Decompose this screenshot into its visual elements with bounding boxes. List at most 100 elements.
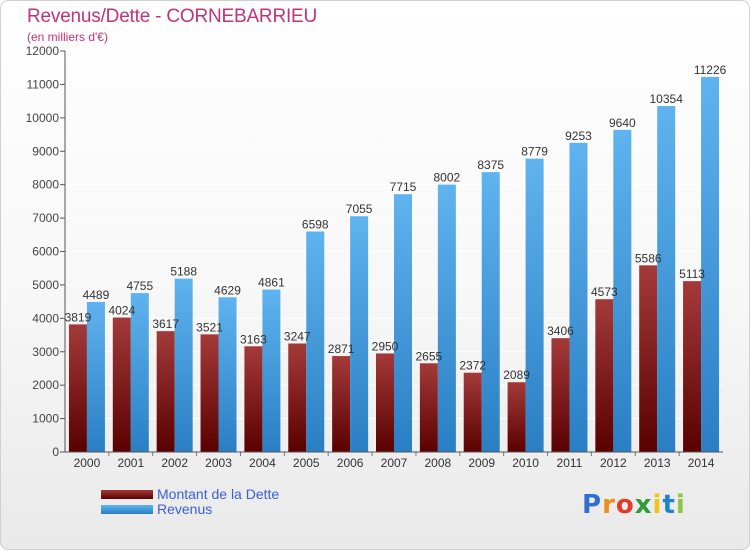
data-label-revenus: 11226 xyxy=(694,63,727,77)
bar-dette xyxy=(68,324,87,452)
bar-revenus xyxy=(657,106,676,452)
data-labels: 3819 4489 4024 4755 3617 5188 3521 4629 3163 4861… xyxy=(65,63,727,382)
data-label-revenus: 4861 xyxy=(258,276,285,290)
data-label-dette: 2950 xyxy=(372,339,399,353)
data-label-dette: 4573 xyxy=(591,285,618,299)
y-tick-label: 9000 xyxy=(32,144,59,158)
bar-revenus xyxy=(130,293,149,452)
y-tick-label: 0 xyxy=(52,445,59,459)
data-label-dette: 3819 xyxy=(65,310,92,324)
legend-label-debt: Montant de la Dette xyxy=(157,486,280,502)
y-tick-label: 7000 xyxy=(32,211,59,225)
x-tick-label: 2009 xyxy=(468,456,495,470)
x-tick-label: 2008 xyxy=(425,456,452,470)
y-tick-label: 2000 xyxy=(32,378,59,392)
x-tick-label: 2003 xyxy=(205,456,232,470)
data-label-dette: 2871 xyxy=(328,342,355,356)
data-label-dette: 3163 xyxy=(240,332,267,346)
data-label-revenus: 6598 xyxy=(302,218,329,232)
bar-dette xyxy=(332,356,351,452)
bar-dette xyxy=(112,317,131,452)
x-tick-label: 2006 xyxy=(337,456,364,470)
bar-dette xyxy=(551,338,570,452)
data-label-dette: 5586 xyxy=(635,251,662,265)
bar-dette xyxy=(244,346,263,452)
data-label-revenus: 9640 xyxy=(609,116,636,130)
proxiti-logo: Proxiti xyxy=(582,490,686,520)
x-axis: 2000 2001 2002 2003 2004 2005 2006 2007 2008 2009… xyxy=(65,451,723,470)
logo-letter: o xyxy=(615,490,635,520)
logo-letter: i xyxy=(652,490,663,520)
x-tick-label: 2004 xyxy=(249,456,276,470)
data-label-revenus: 10354 xyxy=(650,92,684,106)
x-tick-label: 2012 xyxy=(600,456,627,470)
bar-revenus xyxy=(218,297,237,452)
x-tick-label: 2011 xyxy=(557,456,583,470)
logo-letter: i xyxy=(675,490,686,520)
legend-swatch-revenus xyxy=(101,505,153,514)
bar-revenus xyxy=(86,301,105,452)
bar-revenus xyxy=(262,289,281,452)
data-label-dette: 3521 xyxy=(196,320,223,334)
logo-letter: t xyxy=(662,490,676,520)
data-label-dette: 5113 xyxy=(679,267,705,281)
x-tick-label: 2010 xyxy=(512,456,539,470)
legend-label-revenus: Revenus xyxy=(157,501,213,517)
y-tick-label: 12000 xyxy=(26,44,60,58)
data-label-dette: 2372 xyxy=(459,359,486,373)
chart-subtitle: (en milliers d'€) xyxy=(27,30,108,44)
data-label-dette: 4024 xyxy=(108,304,135,318)
bar-dette xyxy=(683,281,702,452)
data-label-dette: 2655 xyxy=(416,349,443,363)
bar-revenus xyxy=(525,158,544,453)
bar-revenus xyxy=(569,142,588,452)
data-label-dette: 3247 xyxy=(284,329,311,343)
data-label-revenus: 4489 xyxy=(83,288,110,302)
y-tick-label: 5000 xyxy=(32,278,59,292)
x-tick-label: 2001 xyxy=(117,456,144,470)
bar-dette xyxy=(200,334,219,452)
x-tick-label: 2013 xyxy=(644,456,671,470)
y-tick-label: 6000 xyxy=(32,245,59,259)
data-label-revenus: 8002 xyxy=(434,171,461,185)
bar-dette xyxy=(419,363,438,452)
y-tick-label: 4000 xyxy=(32,311,59,325)
bar-dette xyxy=(288,343,307,452)
x-tick-label: 2005 xyxy=(293,456,320,470)
x-tick-label: 2014 xyxy=(688,456,715,470)
data-label-dette: 2089 xyxy=(503,368,530,382)
bar-dette xyxy=(376,353,394,452)
bar-revenus xyxy=(701,76,720,452)
bar-dette xyxy=(463,372,482,452)
y-tick-label: 10000 xyxy=(26,111,60,125)
bar-revenus xyxy=(174,278,193,452)
y-tick-label: 3000 xyxy=(32,345,59,359)
data-label-dette: 3617 xyxy=(152,317,179,331)
bar-revenus xyxy=(481,172,500,452)
x-tick-label: 2007 xyxy=(381,456,408,470)
bar-revenus xyxy=(394,194,412,452)
data-label-revenus: 7715 xyxy=(390,180,417,194)
bar-dette xyxy=(507,382,526,452)
legend-item-debt: Montant de la Dette xyxy=(101,487,279,502)
y-tick-label: 8000 xyxy=(32,178,59,192)
x-tick-label: 2000 xyxy=(74,456,101,470)
legend: Montant de la Dette Revenus xyxy=(101,487,279,517)
data-label-revenus: 8375 xyxy=(477,158,504,172)
data-label-revenus: 9253 xyxy=(565,129,592,143)
bars xyxy=(68,76,720,453)
logo-letter: P xyxy=(582,490,603,520)
x-tick-label: 2002 xyxy=(161,456,188,470)
logo-letter: x xyxy=(634,490,653,520)
bar-dette xyxy=(595,299,614,452)
bar-revenus xyxy=(306,231,325,452)
bar-revenus xyxy=(613,129,632,452)
data-label-revenus: 4755 xyxy=(126,279,153,293)
data-label-dette: 3406 xyxy=(547,324,574,338)
y-tick-label: 11000 xyxy=(27,77,60,91)
y-axis: 0 1000 2000 3000 4000 5000 6000 7000 8000 9000 100… xyxy=(26,44,66,459)
y-tick-label: 1000 xyxy=(32,412,59,426)
bar-revenus xyxy=(350,216,369,452)
